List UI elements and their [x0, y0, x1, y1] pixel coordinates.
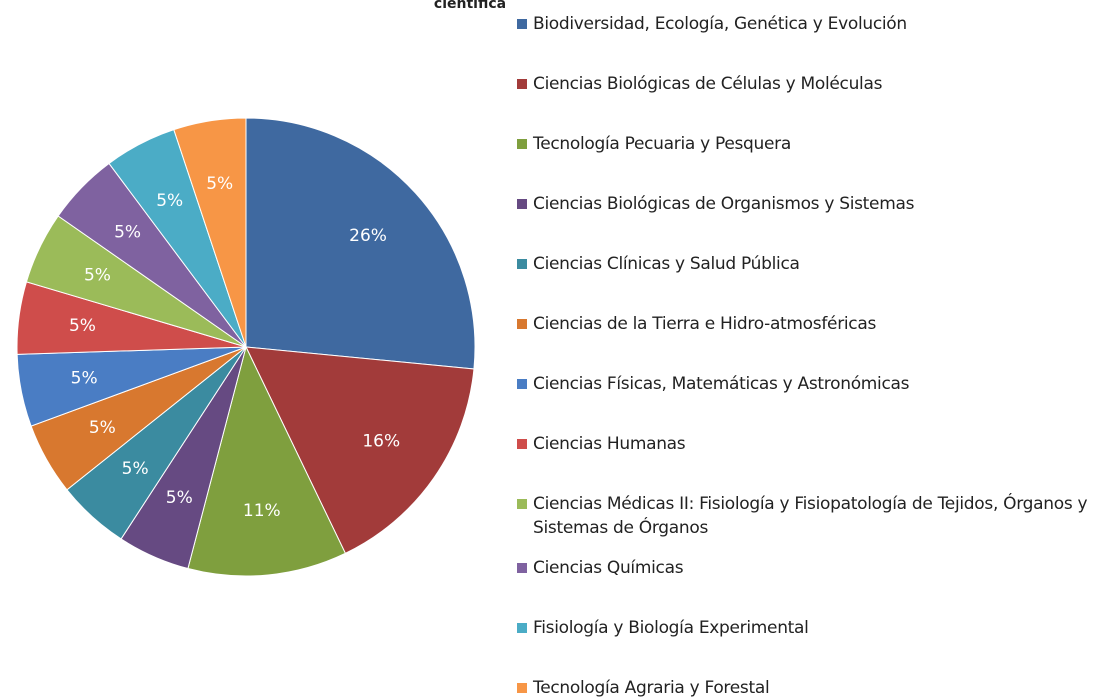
- data-label: 5%: [69, 316, 96, 336]
- legend-item: Ciencias Clínicas y Salud Pública: [517, 252, 1092, 276]
- legend-label: Biodiversidad, Ecología, Genética y Evol…: [533, 14, 907, 34]
- legend-label: Ciencias de la Tierra e Hidro-atmosféric…: [533, 314, 877, 334]
- legend-label: Ciencias Biológicas de Organismos y Sist…: [533, 194, 915, 214]
- legend-item: Ciencias Humanas: [517, 432, 1092, 456]
- legend-item: Ciencias Químicas: [517, 556, 1092, 580]
- data-label: 5%: [122, 459, 149, 479]
- legend-swatch: [517, 379, 527, 389]
- legend-swatch: [517, 79, 527, 89]
- legend-swatch: [517, 199, 527, 209]
- legend-label: Fisiología y Biología Experimental: [533, 618, 809, 638]
- legend-label: Ciencias Humanas: [533, 434, 686, 454]
- data-label: 5%: [114, 222, 141, 242]
- legend-item: Tecnología Agraria y Forestal: [517, 676, 1092, 700]
- legend-label: Ciencias Médicas II: Fisiología y Fisiop…: [533, 494, 1088, 538]
- legend-swatch: [517, 563, 527, 573]
- pie-slice: [245, 346, 475, 554]
- legend-swatch: [517, 683, 527, 693]
- legend-item: Biodiversidad, Ecología, Genética y Evol…: [517, 12, 1092, 36]
- data-label: 16%: [362, 431, 400, 451]
- data-label: 5%: [71, 369, 98, 389]
- legend-label: Tecnología Pecuaria y Pesquera: [533, 134, 791, 154]
- legend-label: Ciencias Químicas: [533, 558, 684, 578]
- pie-slice: [173, 117, 247, 348]
- pie-slice: [245, 117, 476, 370]
- legend-swatch: [517, 439, 527, 449]
- legend-swatch: [517, 319, 527, 329]
- data-label: 5%: [166, 488, 193, 508]
- legend-swatch: [517, 19, 527, 29]
- legend-item: Tecnología Pecuaria y Pesquera: [517, 132, 1092, 156]
- legend-swatch: [517, 623, 527, 633]
- legend-label: Ciencias Físicas, Matemáticas y Astronóm…: [533, 374, 910, 394]
- legend-item: Ciencias Biológicas de Células y Molécul…: [517, 72, 1092, 96]
- data-label: 26%: [349, 226, 387, 246]
- chart-title: científica: [434, 0, 506, 12]
- legend-item: Fisiología y Biología Experimental: [517, 616, 1092, 640]
- legend-label: Ciencias Biológicas de Células y Molécul…: [533, 74, 883, 94]
- pie-slice: [187, 345, 347, 577]
- legend-item: Ciencias Médicas II: Fisiología y Fisiop…: [517, 492, 1092, 540]
- legend-swatch: [517, 259, 527, 269]
- data-label: 5%: [206, 174, 233, 194]
- data-label: 5%: [84, 265, 111, 285]
- data-label: 11%: [243, 501, 281, 521]
- legend-label: Ciencias Clínicas y Salud Pública: [533, 254, 800, 274]
- legend-item: Ciencias Biológicas de Organismos y Sist…: [517, 192, 1092, 216]
- legend-item: Ciencias Físicas, Matemáticas y Astronóm…: [517, 372, 1092, 396]
- data-label: 5%: [156, 191, 183, 211]
- data-label: 5%: [89, 418, 116, 438]
- legend-swatch: [517, 499, 527, 509]
- legend-swatch: [517, 139, 527, 149]
- legend-item: Ciencias de la Tierra e Hidro-atmosféric…: [517, 312, 1092, 336]
- legend-label: Tecnología Agraria y Forestal: [533, 678, 770, 698]
